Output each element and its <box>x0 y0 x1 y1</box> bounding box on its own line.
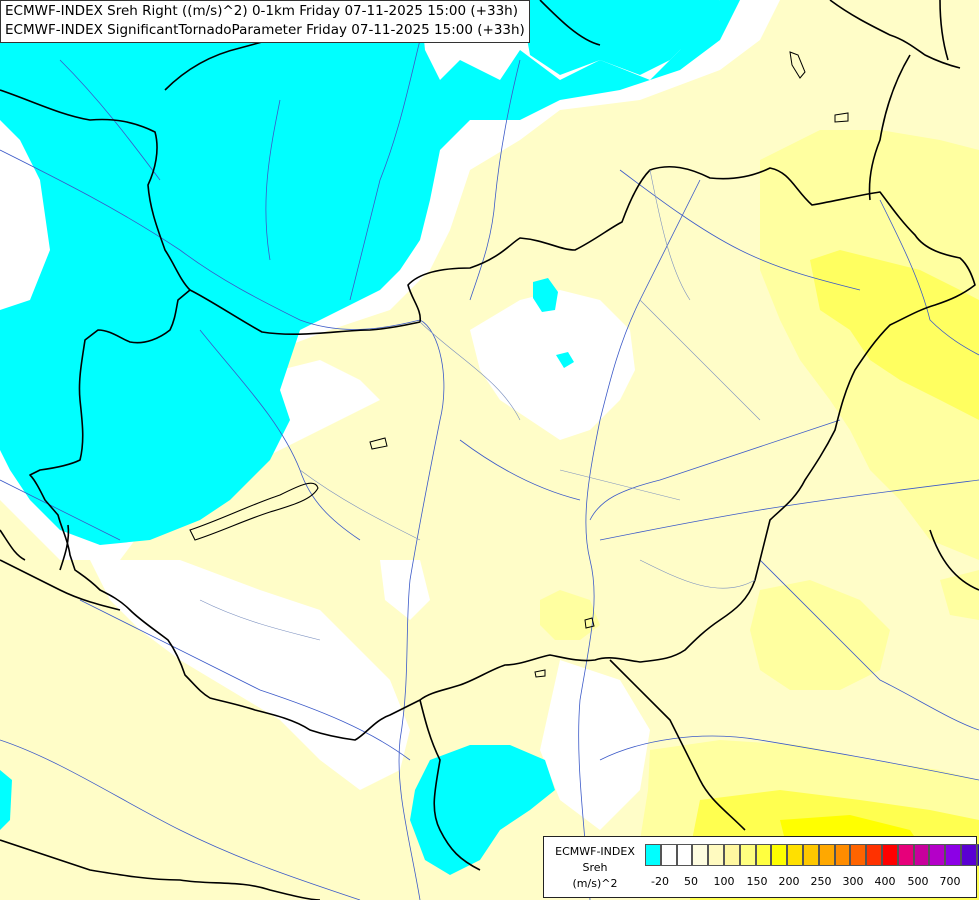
legend-tick-label: -20 <box>651 875 669 888</box>
legend-swatch <box>818 844 835 866</box>
legend-swatch <box>723 844 740 866</box>
lake-balaton <box>189 482 319 541</box>
border-croatia <box>0 559 121 611</box>
river-danube <box>0 149 445 900</box>
region-line-2 <box>639 299 761 421</box>
legend-swatch <box>850 844 867 866</box>
legend-tick-label: 200 <box>778 875 800 888</box>
map-title-box: ECMWF-INDEX Sreh Right ((m/s)^2) 0-1km F… <box>0 0 530 43</box>
legend-swatch <box>771 844 788 866</box>
border-hungary <box>29 165 976 741</box>
legend-swatch <box>645 844 661 866</box>
cyan-region-northwest <box>0 0 740 545</box>
yellow-region-right-edge <box>940 570 979 620</box>
legend-ticks: -20 50 100 150 200 250 300 400 500 700 <box>645 875 972 891</box>
legend-swatch <box>881 844 898 866</box>
legend-swatch <box>960 844 977 866</box>
legend-swatch <box>692 844 709 866</box>
river-tisza <box>578 179 701 900</box>
legend-tick-label: 100 <box>713 875 735 888</box>
legend-swatch <box>787 844 803 866</box>
yellow-region-mid <box>540 590 600 640</box>
river-southeast <box>759 559 979 731</box>
legend-tick-label: 400 <box>874 875 896 888</box>
yellow-region-southeast <box>750 580 890 690</box>
white-region-southwest <box>90 560 410 790</box>
legend-tick-label: 250 <box>810 875 832 888</box>
legend-swatch <box>945 844 961 866</box>
legend-swatch <box>676 844 693 866</box>
lake-small-2 <box>789 51 806 79</box>
legend-swatch <box>976 844 979 866</box>
region-line-5 <box>639 559 756 589</box>
white-region-south2 <box>540 660 650 830</box>
legend-unit: (m/s)^2 <box>572 877 618 890</box>
legend-tick-label: 700 <box>939 875 961 888</box>
map-title-line-2: ECMWF-INDEX SignificantTornadoParameter … <box>5 22 525 38</box>
river-vah <box>349 39 421 301</box>
legend-tick-label: 50 <box>684 875 698 888</box>
lake-small-1 <box>369 437 388 450</box>
lake-small-3 <box>834 112 849 123</box>
river-hron <box>469 59 521 301</box>
legend-swatch <box>660 844 677 866</box>
legend-source: ECMWF-INDEX <box>555 845 635 858</box>
border-serbia-west <box>419 699 481 871</box>
regional-borders <box>199 169 761 641</box>
border-serbia-romania <box>609 659 746 831</box>
legend-tick-label: 300 <box>842 875 864 888</box>
river-raba <box>199 329 361 541</box>
border-romania-east <box>929 529 979 591</box>
region-line-3 <box>299 469 421 541</box>
river-north <box>265 99 281 261</box>
color-legend: ECMWF-INDEX Sreh (m/s)^2 -20 50 100 150 200 2… <box>543 836 979 898</box>
river-drava <box>79 599 411 761</box>
region-line-6 <box>199 599 321 641</box>
legend-swatch <box>755 844 772 866</box>
region-line-4 <box>559 469 681 501</box>
legend-swatches <box>645 844 979 866</box>
cyan-region-small2 <box>556 352 574 368</box>
river-west-2 <box>0 479 121 541</box>
river-koros <box>589 419 841 521</box>
yellow-region-east-core <box>810 250 979 420</box>
border-bih <box>59 524 70 571</box>
cyan-region-edge <box>0 770 12 830</box>
white-region-south <box>380 560 430 620</box>
legend-tick-label: 500 <box>907 875 929 888</box>
river-east <box>879 199 979 356</box>
river-sava <box>0 739 361 900</box>
legend-swatch <box>834 844 851 866</box>
legend-variable: Sreh <box>582 861 608 874</box>
map-title-line-1: ECMWF-INDEX Sreh Right ((m/s)^2) 0-1km F… <box>5 3 518 19</box>
legend-swatch <box>897 844 914 866</box>
region-line-7 <box>649 169 691 301</box>
river-mures <box>599 479 979 541</box>
border-austria-slovakia <box>0 89 191 291</box>
legend-swatch <box>913 844 930 866</box>
cyan-region-north <box>520 0 720 75</box>
border-southwest-2 <box>0 529 26 561</box>
border-north-2 <box>829 0 961 69</box>
legend-swatch <box>739 844 756 866</box>
legend-swatch <box>708 844 724 866</box>
lake-small-5 <box>534 669 546 678</box>
river-morava <box>599 735 979 781</box>
legend-swatch <box>929 844 946 866</box>
cyan-region-small1 <box>533 278 558 312</box>
legend-tick-label: 150 <box>746 875 768 888</box>
border-south-west <box>0 839 321 900</box>
legend-swatch <box>866 844 882 866</box>
legend-swatch <box>802 844 819 866</box>
lake-small-4 <box>584 617 595 629</box>
river-middle <box>459 439 581 501</box>
border-north-1 <box>539 0 601 46</box>
border-ukraine <box>868 54 911 201</box>
border-northeast <box>939 0 949 61</box>
white-region-center <box>470 290 635 440</box>
region-line-1 <box>419 321 521 421</box>
